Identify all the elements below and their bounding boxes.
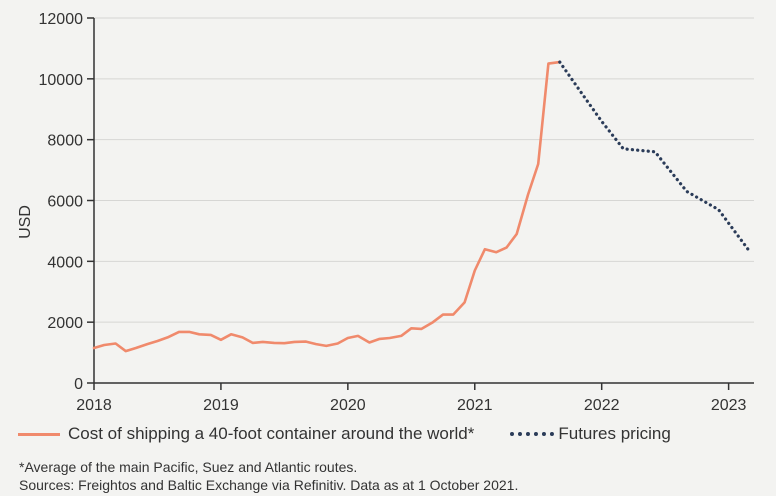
x-tick-label: 2019 [203, 397, 239, 414]
shipping-cost-line [92, 60, 562, 353]
x-tick-label: 2020 [330, 397, 366, 414]
y-tick-label: 8000 [47, 133, 83, 150]
footnote-average: *Average of the main Pacific, Suez and A… [19, 459, 358, 475]
legend-swatch-solid [18, 432, 60, 436]
y-tick-label: 4000 [47, 254, 83, 271]
footnote-sources: Sources: Freightos and Baltic Exchange v… [19, 477, 519, 493]
y-tick-label: 2000 [47, 315, 83, 332]
y-axis-ticks: 0 2000 4000 6000 8000 10000 12000 [39, 11, 94, 393]
x-tick-label: 2018 [76, 397, 112, 414]
legend-label-futures: Futures pricing [558, 424, 671, 443]
series-group [92, 60, 752, 353]
y-tick-label: 0 [74, 376, 83, 393]
y-axis-label: USD [17, 205, 34, 239]
futures-pricing-line [558, 60, 752, 254]
x-tick-label: 2023 [711, 397, 747, 414]
y-tick-label: 10000 [39, 72, 84, 89]
footnotes: *Average of the main Pacific, Suez and A… [19, 458, 518, 494]
legend: Cost of shipping a 40-foot container aro… [18, 424, 707, 444]
legend-item-shipping-cost: Cost of shipping a 40-foot container aro… [18, 424, 474, 444]
x-tick-label: 2022 [584, 397, 620, 414]
line-chart: 0 2000 4000 6000 8000 10000 12000 2018 2019 2020… [17, 11, 754, 414]
y-tick-label: 6000 [47, 194, 83, 211]
x-tick-label: 2021 [457, 397, 493, 414]
legend-item-futures: Futures pricing [510, 424, 671, 444]
gridlines [94, 17, 754, 323]
legend-label-shipping-cost: Cost of shipping a 40-foot container aro… [68, 424, 475, 443]
legend-swatch-dotted [510, 432, 555, 436]
y-tick-label: 12000 [39, 11, 84, 28]
x-axis-ticks: 2018 2019 2020 2021 2022 2023 [76, 383, 747, 414]
